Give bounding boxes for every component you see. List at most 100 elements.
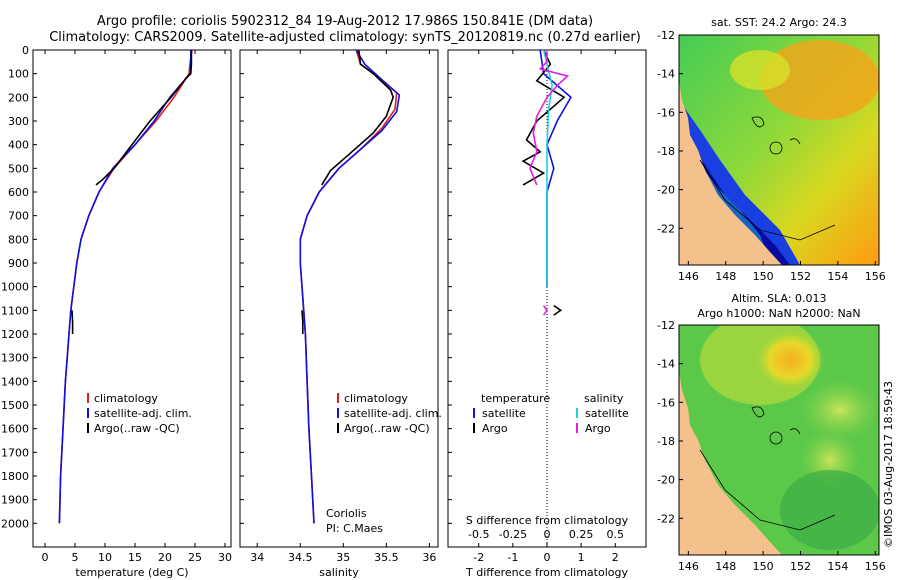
x-tick-label: 1	[578, 551, 585, 564]
x-tick-label: 35.5	[374, 551, 399, 564]
map-y-tick-label: -12	[657, 29, 675, 42]
legend-label: satellite-adj. clim.	[94, 407, 192, 420]
map-x-tick-label: 156	[865, 560, 886, 573]
series-line	[321, 49, 395, 186]
y-tick-label: 1900	[1, 494, 29, 507]
x-tick-label: 35	[336, 551, 350, 564]
x-tick-label: 20	[158, 551, 172, 564]
x-tick-label: -2	[473, 551, 484, 564]
y-tick-label: 2000	[1, 517, 29, 530]
series-line	[529, 50, 570, 186]
series-line	[542, 305, 548, 316]
legend-label: Argo	[585, 422, 611, 435]
map-x-tick-label: 154	[827, 270, 848, 283]
y-tick-label: 600	[8, 186, 29, 199]
panel-frame	[239, 49, 439, 548]
y-tick-label: 800	[8, 233, 29, 246]
map-x-tick-label: 152	[790, 270, 811, 283]
y-tick-label: 500	[8, 162, 29, 175]
sst-map: 146 148 150 152 154 156 -12 -14 -16 -18 -20 -22	[657, 29, 886, 283]
y-tick-label: 1500	[1, 399, 29, 412]
x-tick-label: 30	[218, 551, 232, 564]
difference-panel: -2 -1 0 1 2 T difference from climatology temp…	[447, 49, 647, 579]
panel-frame	[32, 49, 232, 548]
map-y-tick-label: -18	[657, 145, 675, 158]
y-tick-label: 1700	[1, 446, 29, 459]
map-y-tick-label: -22	[657, 512, 675, 525]
legend-label: satellite	[585, 407, 629, 420]
map-y-tick-label: -14	[657, 68, 675, 81]
y-tick-label: 1600	[1, 423, 29, 436]
x-axis-label: salinity	[319, 566, 359, 579]
legend-header: temperature	[481, 392, 550, 405]
top-tick-label: -0.5	[468, 528, 489, 541]
y-tick-label: 400	[8, 139, 29, 152]
pi-label: PI: C.Maes	[326, 522, 383, 535]
map-x-tick-label: 148	[715, 270, 736, 283]
series-line	[521, 49, 566, 186]
map-y-tick-label: -12	[657, 319, 675, 332]
legend-label: satellite-adj. clim.	[344, 407, 442, 420]
x-tick-label: 15	[128, 551, 142, 564]
x-tick-label: 34.5	[288, 551, 313, 564]
title-line-1: Argo profile: coriolis 5902312_84 19-Aug…	[96, 14, 594, 29]
x-tick-label: 34	[250, 551, 264, 564]
copyright-stamp: ©IMOS 03-Aug-2017 18:59:43	[882, 381, 895, 548]
legend-label: climatology	[94, 392, 158, 405]
y-tick-label: 1200	[1, 328, 29, 341]
legend-label: satellite	[482, 407, 526, 420]
legend-label: Argo(..raw -QC)	[94, 422, 180, 435]
map-x-tick-label: 156	[865, 270, 886, 283]
y-tick-label: 200	[8, 91, 29, 104]
series-line	[301, 310, 304, 334]
map-y-tick-label: -16	[657, 106, 675, 119]
map-y-tick-label: -18	[657, 435, 675, 448]
map-x-tick-label: 152	[790, 560, 811, 573]
series-line	[542, 49, 553, 287]
x-tick-label: 36	[422, 551, 436, 564]
x-tick-label: 10	[98, 551, 112, 564]
x-tick-label: 0	[42, 551, 49, 564]
y-tick-label: 1100	[1, 304, 29, 317]
series-line	[58, 50, 192, 524]
y-tick-label: 100	[8, 68, 29, 81]
y-tick-label: 700	[8, 210, 29, 223]
y-tick-label: 1800	[1, 470, 29, 483]
y-tick-label: 1300	[1, 352, 29, 365]
map-x-tick-label: 146	[678, 270, 699, 283]
map-x-tick-label: 150	[753, 560, 774, 573]
y-tick-label: 1400	[1, 375, 29, 388]
y-tick-label: 1000	[1, 281, 29, 294]
top-tick-label: 0.5	[607, 528, 625, 541]
legend-label: Argo(..raw -QC)	[344, 422, 430, 435]
x-axis-label: T difference from climatology	[465, 566, 628, 579]
map-y-tick-label: -14	[657, 358, 675, 371]
sla-map: 146 148 150 152 154 156 -12 -14 -16 -18 -20 -22	[657, 319, 886, 573]
series-line	[95, 50, 193, 186]
y-tick-label: 900	[8, 257, 29, 270]
map-y-tick-label: -20	[657, 474, 675, 487]
top-tick-label: 0.25	[569, 528, 594, 541]
map-x-tick-label: 150	[753, 270, 774, 283]
series-line	[71, 310, 74, 334]
legend-label: climatology	[344, 392, 408, 405]
top-tick-label: 0	[544, 528, 551, 541]
legend-label: Argo	[482, 422, 508, 435]
x-axis-label: temperature (deg C)	[75, 566, 188, 579]
map-y-tick-label: -20	[657, 184, 675, 197]
sla-map-title-1: Altim. SLA: 0.013	[731, 292, 827, 305]
salinity-panel: 34 34.5 35 35.5 36 salinity climatology satelli…	[239, 49, 442, 579]
map-x-tick-label: 146	[678, 560, 699, 573]
sla-map-title-2: Argo h1000: NaN h2000: NaN	[697, 307, 861, 320]
temperature-panel: 0 5 10 15 20 25 30 temperature (deg C) 0 100 200 30…	[1, 44, 232, 579]
map-y-tick-label: -16	[657, 396, 675, 409]
series-line	[299, 49, 401, 524]
map-x-tick-label: 154	[827, 560, 848, 573]
x-tick-label: -1	[507, 551, 518, 564]
series-line	[553, 304, 563, 316]
legend-header: salinity	[584, 392, 624, 405]
source-label: Coriolis	[326, 507, 367, 520]
title-line-2: Climatology: CARS2009. Satellite-adjuste…	[49, 30, 641, 45]
map-x-tick-label: 148	[715, 560, 736, 573]
